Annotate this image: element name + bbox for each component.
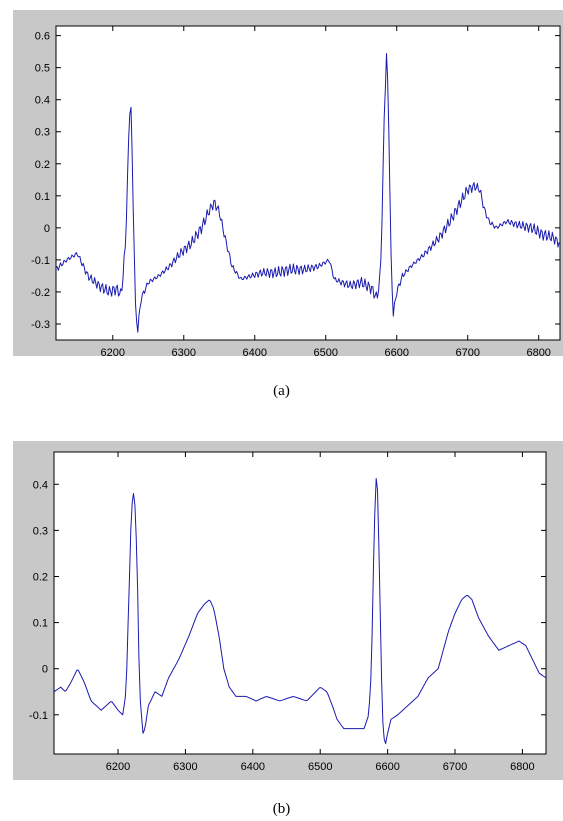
x-tick-label: 6700 bbox=[443, 761, 467, 773]
y-tick-label: 0.4 bbox=[35, 95, 50, 107]
y-tick-label: 0.6 bbox=[35, 31, 50, 43]
ecg-signal-line bbox=[53, 478, 547, 745]
figure-panel-b: 6200 6300 6400 6500 6600 6700 6800 -0.1 0 0.1 0.2 0… bbox=[13, 441, 563, 780]
y-tick-label: 0.1 bbox=[35, 191, 50, 203]
x-tick-label: 6500 bbox=[314, 347, 338, 356]
y-tick-label: 0.1 bbox=[33, 618, 48, 630]
caption-a: (a) bbox=[273, 383, 290, 399]
x-tick-label: 6500 bbox=[308, 761, 332, 773]
chart-a: 6200 6300 6400 6500 6600 6700 6800 -0.3 -0.2 -0.1… bbox=[31, 25, 561, 356]
figure-panel-a: 6200 6300 6400 6500 6600 6700 6800 -0.3 -0.2 -0.1… bbox=[13, 10, 563, 356]
y-tick-label: 0 bbox=[44, 223, 50, 235]
x-tick-label: 6600 bbox=[384, 347, 408, 356]
ecg-signal-line bbox=[55, 53, 560, 333]
y-tick-label: -0.1 bbox=[31, 255, 50, 267]
x-tick-label: 6300 bbox=[172, 347, 196, 356]
x-tick-label: 6700 bbox=[455, 347, 479, 356]
y-tick-label: 0.5 bbox=[35, 63, 50, 75]
y-tick-label: 0.2 bbox=[33, 571, 48, 583]
chart-b: 6200 6300 6400 6500 6600 6700 6800 -0.1 0 0.1 0.2 0… bbox=[29, 451, 547, 773]
plot-area bbox=[55, 25, 561, 341]
x-tick-label: 6200 bbox=[101, 347, 125, 356]
x-tick-label: 6800 bbox=[510, 761, 534, 773]
caption-b: (b) bbox=[272, 801, 291, 817]
plot-area bbox=[53, 451, 547, 755]
y-tick-label: -0.1 bbox=[29, 710, 48, 722]
y-tick-label: -0.2 bbox=[31, 287, 50, 299]
y-tick-label: 0.4 bbox=[33, 479, 48, 491]
y-tick-label: 0 bbox=[42, 664, 48, 676]
x-tick-label: 6200 bbox=[106, 761, 130, 773]
y-tick-label: 0.2 bbox=[35, 159, 50, 171]
y-tick-label: -0.3 bbox=[31, 319, 50, 331]
x-tick-label: 6400 bbox=[241, 761, 265, 773]
x-tick-label: 6800 bbox=[526, 347, 550, 356]
x-tick-label: 6400 bbox=[243, 347, 267, 356]
x-tick-label: 6600 bbox=[375, 761, 399, 773]
y-tick-label: 0.3 bbox=[33, 525, 48, 537]
y-tick-label: 0.3 bbox=[35, 127, 50, 139]
x-tick-label: 6300 bbox=[173, 761, 197, 773]
